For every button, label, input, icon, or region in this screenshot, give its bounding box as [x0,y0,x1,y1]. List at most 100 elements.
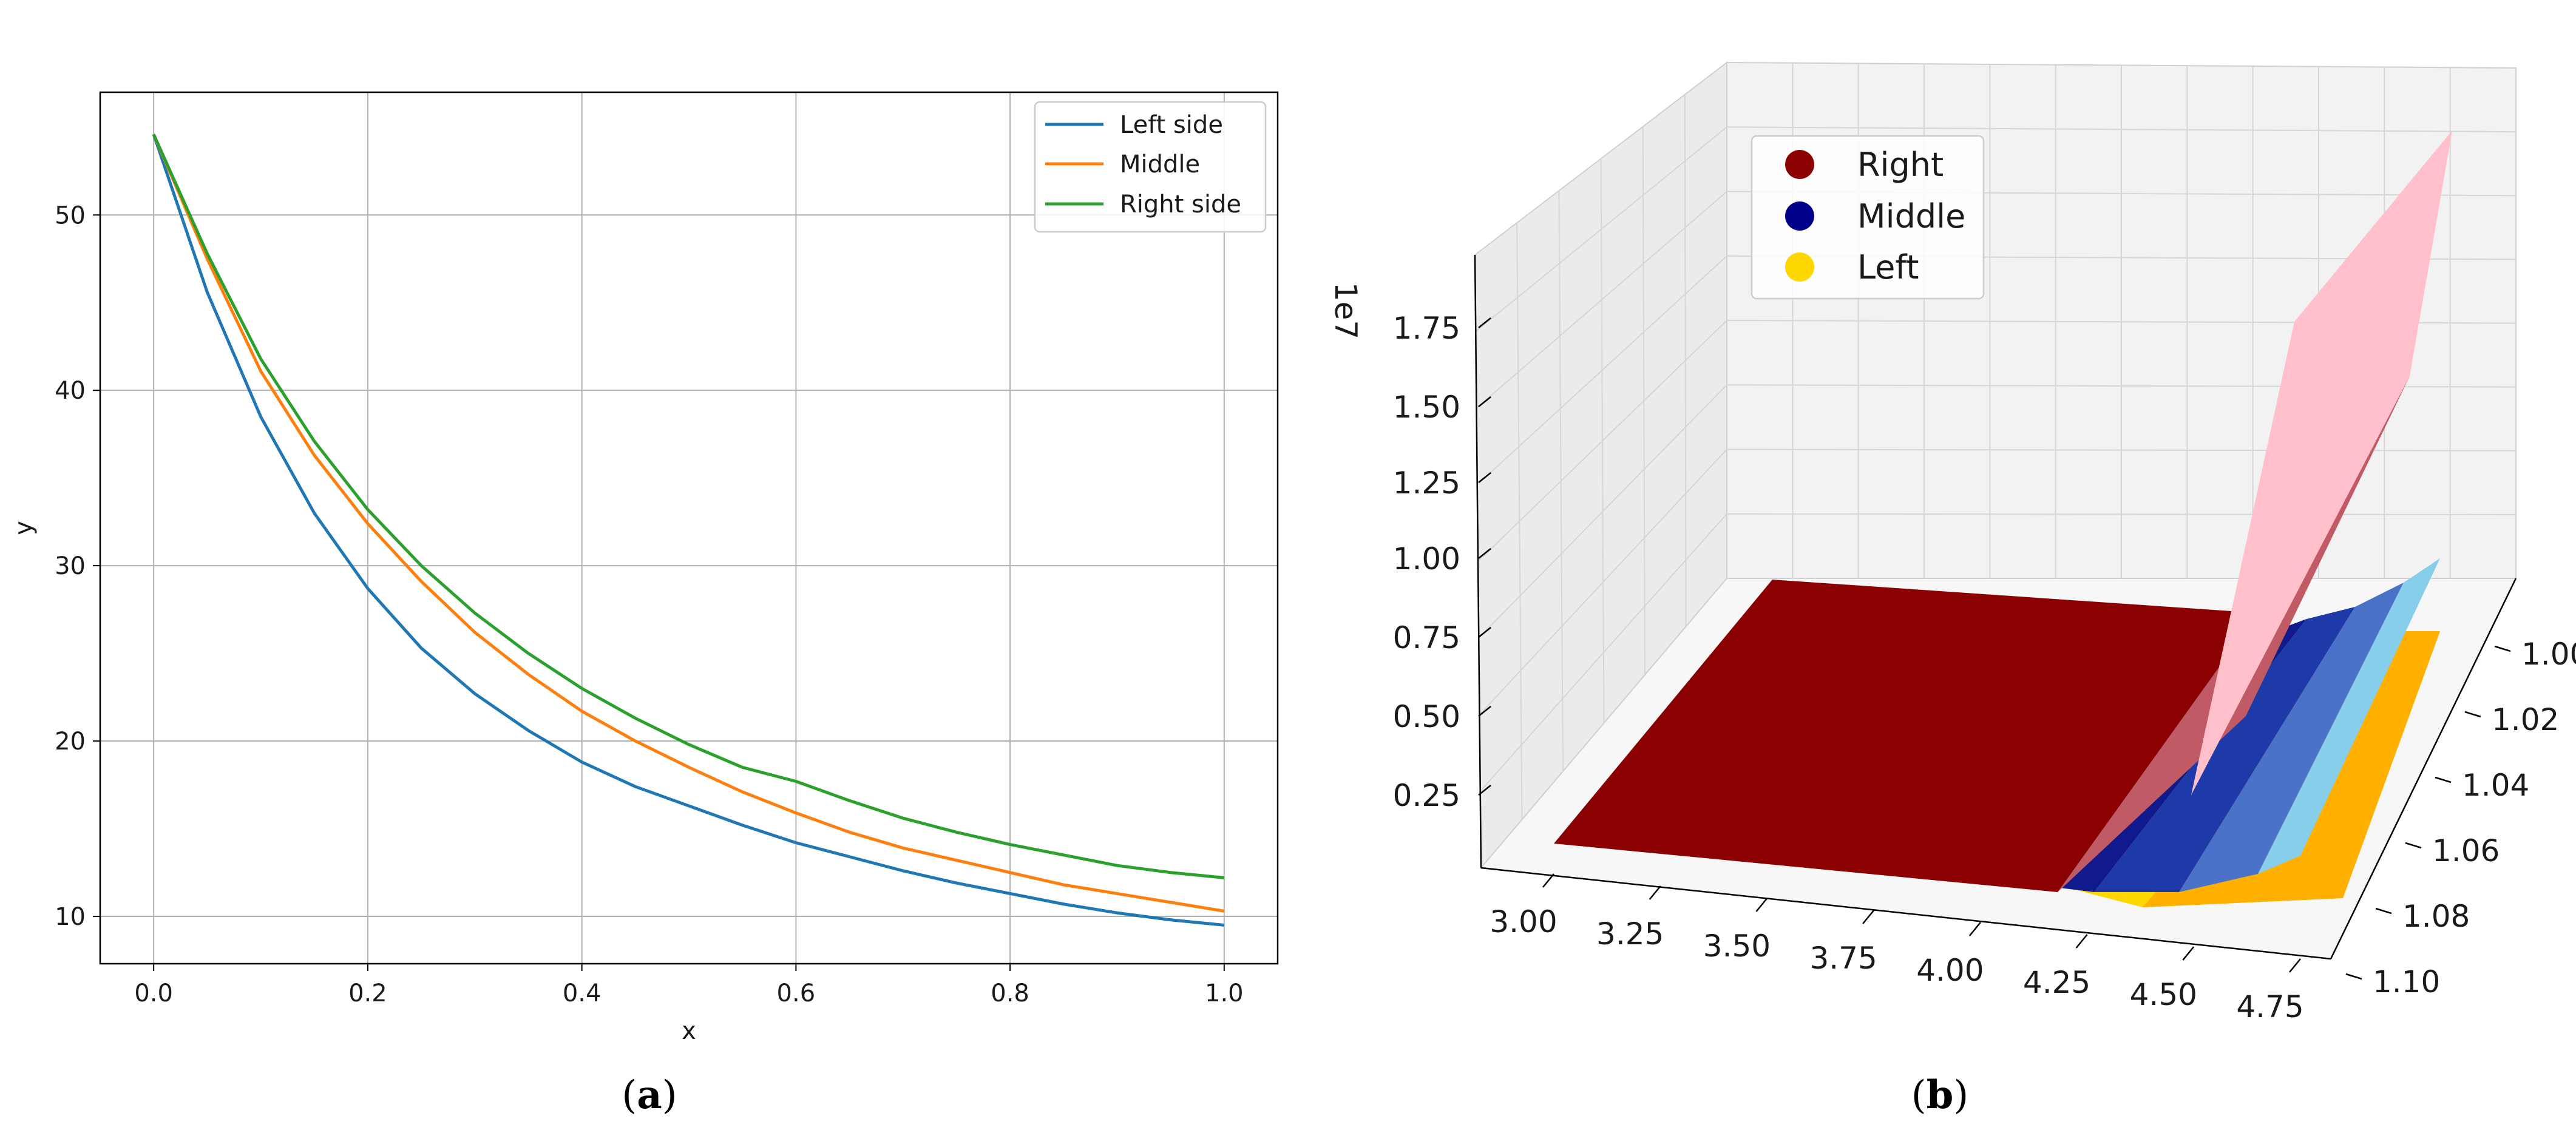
series-line-left-side [152,134,1225,927]
z-tick-mark [1478,317,1491,328]
y-tick-label: 1.08 [2402,899,2470,934]
panel-b-caption: (b) [1911,1072,1969,1118]
legend-marker-left [1785,252,1814,282]
x-axis-ticks: 3.00 3.25 3.50 3.75 4.00 4.25 4.50 4.75 [1490,873,2304,1024]
z-tick-label: 1.50 [1393,390,1460,425]
x-tick-label: 4.75 [2236,989,2303,1024]
legend-label-left-side: Left side [1120,111,1223,139]
x-tick-label: 3.50 [1703,929,1771,964]
z-tick-label: 0.25 [1393,778,1460,813]
x-tick-label: 0.0 [134,979,173,1007]
pane-grid-line [1558,191,1564,772]
legend-label-right: Right [1857,146,1944,184]
y-tick-mark [2345,973,2362,980]
y-tick-label: 40 [55,377,86,405]
z-tick-mark [1478,785,1491,796]
y-tick-label: 50 [55,201,86,229]
x-tick-label: 4.50 [2130,977,2197,1012]
plot-area-frame [99,91,1279,965]
x-tick-mark [1968,922,1981,936]
y-tick-label: 1.00 [2521,637,2576,672]
y-tick-mark [2464,711,2481,718]
z-axis-line [1474,254,1482,868]
surface-middle-highlight [2258,558,2440,874]
legend-marker-middle [1785,201,1814,231]
y-tick-mark [2435,776,2452,783]
surface-middle-band-2 [2179,583,2404,892]
z-axis-ticks: 0.25 0.50 0.75 1.00 1.25 1.50 1.75 [1393,311,1491,813]
y-tick-label: 1.04 [2462,768,2529,803]
surface-right-highlight [2191,130,2452,795]
y-axis-line [2330,578,2517,959]
y-tick-label: 20 [55,728,86,756]
z-tick-label: 1.25 [1393,465,1460,501]
z-tick-label: 1.00 [1393,541,1460,577]
series-line-middle [152,134,1225,913]
z-tick-mark [1478,706,1491,717]
z-tick-label: 0.75 [1393,620,1460,655]
x-tick-mark [2075,934,2088,949]
surface-right-flat [1554,580,2258,892]
x-axis-label: x [682,1017,696,1045]
legend-label-right-side: Right side [1120,191,1241,218]
x-tick-label: 3.00 [1490,904,1557,939]
x-tick-label: 3.75 [1809,941,1877,976]
pane-grid-line [1726,126,2517,133]
legend-box [1034,101,1267,233]
z-offset-label: 1e7 [1328,282,1363,339]
legend-label-middle-3d: Middle [1857,197,1965,235]
panel-a-caption: (a) [622,1072,677,1118]
z-tick-mark [1478,627,1491,638]
x-tick-label: 3.25 [1596,916,1664,952]
z-tick-mark [1478,548,1491,559]
series-lines [152,134,1225,927]
legend-label-left: Left [1857,248,1919,286]
pane-grid-line [1726,448,2517,452]
y-tick-mark [2375,907,2392,915]
series-line-right-side [152,134,1225,879]
surface-middle-band-1 [2094,607,2355,892]
y-tick-label: 1.10 [2373,964,2440,1000]
y-tick-mark [2494,645,2511,652]
x-tick-mark [1862,910,1875,924]
x-axis-ticks: 0.0 0.2 0.4 0.6 0.8 1.0 [134,964,1244,1007]
x-tick-label: 4.25 [2023,965,2090,1000]
pane-grid-line [1516,223,1523,820]
z-tick-label: 1.75 [1393,311,1460,346]
grid-lines [100,92,1278,964]
x-tick-mark [2182,946,2195,961]
legend: Left side Middle Right side [1034,101,1267,233]
legend-marker-right [1785,150,1814,179]
surface-right [1554,130,2452,892]
y-tick-label: 1.02 [2492,702,2559,737]
x-tick-label: 0.4 [563,979,602,1007]
y-axis-ticks: 10 20 30 40 50 [55,201,100,931]
y-tick-label: 1.06 [2432,833,2500,868]
z-tick-label: 0.50 [1393,699,1460,734]
x-tick-label: 4.00 [1916,953,1984,988]
z-tick-mark [1478,472,1491,483]
z-tick-mark [1478,396,1491,407]
x-tick-mark [1542,873,1554,888]
legend-label-middle: Middle [1120,151,1200,178]
line-chart-panel: 0.0 0.2 0.4 0.6 0.8 1.0 10 20 30 40 50 x y Left s… [10,91,1279,1118]
y-tick-mark [2405,842,2422,849]
y-tick-label: 10 [55,903,86,931]
x-tick-mark [2289,958,2301,973]
y-tick-label: 30 [55,552,86,580]
pane-grid-line [1726,513,2517,515]
x-axis-line [1480,867,2331,960]
pane-grid-line [1684,94,1687,627]
x-tick-label: 1.0 [1205,979,1244,1007]
surface-chart-panel: 3.003.253.503.754.004.254.504.75 1.001.0… [1328,61,2576,1118]
pane-grid-line [1600,158,1605,723]
x-tick-label: 0.2 [348,979,387,1007]
legend-3d: Right Middle Left [1751,135,1985,300]
x-tick-label: 0.8 [991,979,1029,1007]
y-axis-label: y [10,521,38,535]
y-axis-ticks: 1.00 1.02 1.04 1.06 1.08 1.10 [2345,637,2576,1000]
x-tick-label: 0.6 [777,979,816,1007]
pane-grid-line [1642,126,1646,675]
x-tick-mark [1649,885,1661,900]
